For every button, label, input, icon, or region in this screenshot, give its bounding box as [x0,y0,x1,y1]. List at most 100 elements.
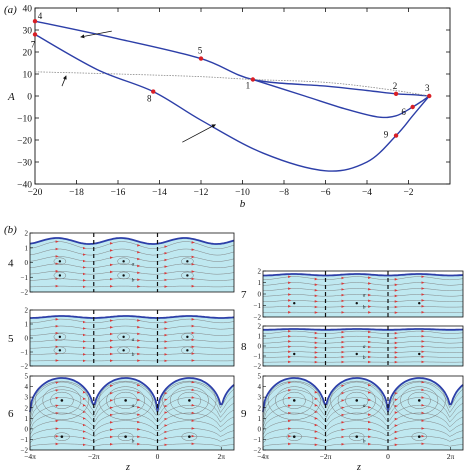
vortex-ring [392,380,446,420]
y-tick-label: 5 [25,373,29,381]
point-label: 6 [401,107,406,117]
stagnation-label: a [363,403,366,409]
data-point [32,19,38,24]
y-tick-label: −20 [17,137,32,147]
vortex-ring [117,271,130,280]
series-line [34,33,430,172]
free-surface [29,377,235,413]
y-tick-label: 2 [25,307,29,315]
vortex-center [122,274,125,277]
vortex-ring [286,432,302,441]
stagnation-label: b [132,277,135,283]
y-tick-label: −1 [254,436,262,444]
data-point [151,89,156,94]
vortex-ring [181,346,194,355]
series-line [34,71,430,97]
y-tick-label: 3 [258,394,262,402]
point-label: 8 [147,94,152,104]
y-tick-label: 2 [258,404,262,412]
x-tick-label: −2π [88,452,100,461]
y-tick-label: 20 [23,49,33,59]
vortex-center [186,274,189,277]
vortex-center [188,435,191,438]
x-tick-label: −14 [152,188,167,198]
y-tick-label: 2 [258,323,262,331]
panel-a-label: (a) [4,4,17,16]
vortex-center [124,399,127,402]
stagnation-label: a [132,337,135,343]
y-tick-label: −2 [254,363,262,371]
x-tick-label: −20 [28,188,43,198]
y-tick-label: 40 [23,5,33,15]
vortex-center [60,399,64,402]
vortex-ring [53,271,67,280]
y-tick-label: −2 [21,447,29,455]
streamline-plot: a b 5 4 3 2 1 0 −1 −2 6 −4π −2π 0 2π z [8,373,235,473]
annotation-label: a = −14 [0,0,32,3]
streamline-plot: a b 2 1 0 −1 −2 4 [8,230,235,297]
x-tick-label: −16 [111,188,126,198]
vortex-center [293,302,296,305]
x-axis-label: b [240,198,246,210]
y-tick-label: −1 [21,436,29,444]
free-surface [263,328,464,331]
plot-number-label: 8 [241,341,247,353]
vortex-ring [275,386,314,415]
vortex-center [124,435,127,438]
annotation-label: a = −2 [0,0,27,3]
stagnation-label: a [132,261,135,267]
y-tick-label: 1 [258,415,262,423]
x-tick-label: 0 [386,452,390,461]
vortex-center [355,302,358,305]
data-point [250,77,256,82]
x-tick-label: −2 [403,188,413,198]
y-tick-label: −2 [254,314,262,322]
streamline-plot: ab 2 1 0 −1 −2 8 [241,323,464,371]
vortex-ring [117,333,130,341]
vortex-center [292,435,296,438]
vortex-ring [98,380,153,420]
y-tick-label: 2 [25,230,29,238]
vortex-ring [411,432,427,441]
vortex-ring [53,257,67,266]
y-tick-label: 1 [258,333,262,341]
streamline-plot: a b 2 1 0 −1 −2 5 [8,307,235,371]
annotation-arrow [182,124,216,143]
x-tick-label: −12 [194,188,209,198]
y-tick-label: 1 [258,279,262,287]
plot-number-label: 6 [8,408,14,420]
vortex-center [293,352,296,356]
vortex-ring [337,386,376,415]
vortex-center [186,349,189,352]
data-point [410,104,415,110]
free-surface [263,273,464,277]
stagnation-label: a [132,403,135,409]
y-tick-label: 0 [25,335,29,343]
y-tick-label: −1 [21,274,29,282]
vortex-center [122,349,125,352]
point-label: 4 [38,11,43,21]
vortex-center [186,335,189,339]
vortex-center [417,435,421,438]
stagnation-label: b [363,439,366,445]
vortex-center [188,399,191,402]
y-tick-label: 4 [25,383,29,391]
y-tick-label: 30 [23,27,33,37]
x-tick-label: −4π [257,452,269,461]
vortex-center [58,274,62,277]
data-point [393,91,399,97]
x-tick-label: −8 [279,188,289,198]
annotation-label: a = −7 [0,0,28,3]
data-point [198,56,204,61]
vortex-ring [177,391,202,409]
plot-number-label: 9 [241,408,247,420]
vortex-ring [113,391,138,409]
y-tick-label: 0 [258,291,262,299]
panel-b-label: (b) [4,224,17,236]
vortex-center [355,352,358,356]
stagnation-label: b [363,305,366,311]
vortex-center [418,302,421,305]
x-tick-label: −2π [320,452,332,461]
y-tick-label: −10 [17,115,32,125]
